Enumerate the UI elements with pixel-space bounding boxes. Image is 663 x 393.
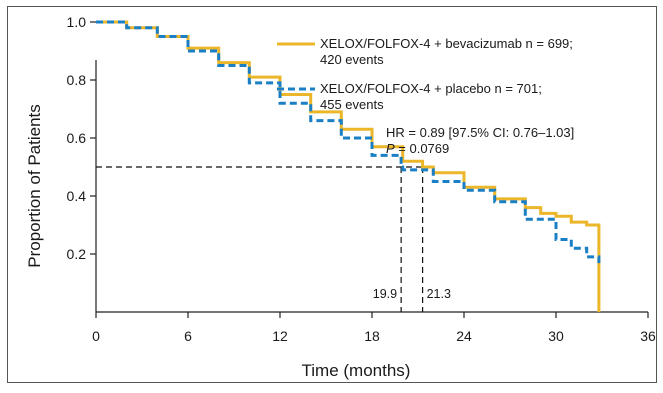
y-tick-label: 0.8 <box>67 72 87 88</box>
x-tick-label: 36 <box>640 328 656 344</box>
x-tick-label: 0 <box>92 328 100 344</box>
x-tick-label: 24 <box>456 328 472 344</box>
median-bevacizumab-label: 21.3 <box>427 287 451 301</box>
y-tick-label: 0.6 <box>67 130 87 146</box>
y-tick-label: 0.2 <box>67 246 87 262</box>
legend-label-placebo: XELOX/FOLFOX-4 + placebo n = 701; <box>320 81 542 96</box>
x-axis-title: Time (months) <box>302 361 411 380</box>
statistics-annotation: HR = 0.89 [97.5% CI: 0.76–1.03] P = 0.07… <box>386 125 574 156</box>
legend: XELOX/FOLFOX-4 + bevacizumab n = 699; 42… <box>277 36 573 112</box>
figure-frame <box>7 6 657 383</box>
legend-label-placebo-events: 455 events <box>320 97 384 112</box>
survival-curves <box>96 20 601 312</box>
y-axis-title: Proportion of Patients <box>25 104 44 267</box>
legend-label-bevacizumab: XELOX/FOLFOX-4 + bevacizumab n = 699; <box>320 36 573 51</box>
legend-label-bevacizumab-events: 420 events <box>320 52 384 67</box>
x-tick-label: 6 <box>184 328 192 344</box>
hazard-ratio-text: HR = 0.89 [97.5% CI: 0.76–1.03] <box>386 125 574 140</box>
x-tick-label: 30 <box>548 328 564 344</box>
y-tick-label: 1.0 <box>67 14 87 30</box>
curve-bevacizumab <box>96 20 601 312</box>
p-value-text: P = 0.0769 <box>386 141 449 156</box>
x-axis-ticks: 0 6 12 18 24 30 36 <box>92 312 656 344</box>
median-reference-lines <box>96 166 424 312</box>
y-axis-ticks: 1.0 0.8 0.6 0.4 0.2 <box>67 14 96 262</box>
y-tick-label: 0.4 <box>67 188 87 204</box>
x-tick-label: 12 <box>272 328 288 344</box>
median-placebo-label: 19.9 <box>373 287 397 301</box>
x-tick-label: 18 <box>364 328 380 344</box>
